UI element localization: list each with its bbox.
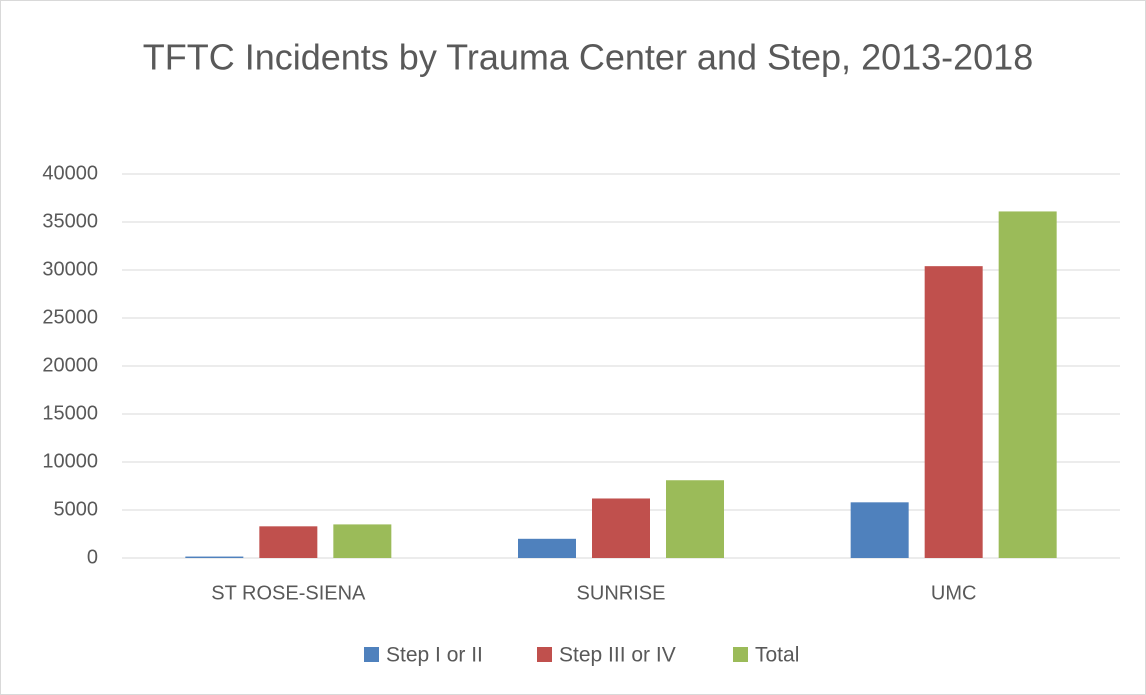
x-tick-label: SUNRISE bbox=[577, 582, 666, 604]
bar bbox=[185, 556, 244, 558]
chart-title: TFTC Incidents by Trauma Center and Step… bbox=[143, 37, 1033, 78]
y-tick-label: 25000 bbox=[42, 306, 98, 328]
y-tick-label: 30000 bbox=[42, 258, 98, 280]
legend-label: Step I or II bbox=[386, 644, 483, 667]
bar bbox=[259, 526, 318, 558]
bar bbox=[666, 480, 724, 558]
y-tick-label: 5000 bbox=[54, 498, 99, 520]
bar bbox=[592, 498, 650, 558]
y-tick-label: 20000 bbox=[42, 354, 98, 376]
y-tick-label: 35000 bbox=[42, 210, 98, 232]
x-tick-label: UMC bbox=[931, 582, 977, 604]
legend-swatch bbox=[364, 647, 379, 662]
bar bbox=[924, 266, 983, 558]
bar bbox=[518, 538, 576, 558]
y-tick-label: 0 bbox=[87, 546, 98, 568]
legend-swatch bbox=[537, 647, 552, 662]
y-tick-label: 40000 bbox=[42, 162, 98, 184]
y-tick-label: 15000 bbox=[42, 402, 98, 424]
bar bbox=[998, 211, 1057, 558]
y-tick-label: 10000 bbox=[42, 450, 98, 472]
legend-swatch bbox=[733, 647, 748, 662]
legend-label: Total bbox=[755, 644, 799, 667]
bar bbox=[333, 524, 392, 558]
bar bbox=[850, 502, 909, 558]
legend-label: Step III or IV bbox=[559, 644, 676, 667]
x-tick-label: ST ROSE-SIENA bbox=[211, 582, 366, 604]
